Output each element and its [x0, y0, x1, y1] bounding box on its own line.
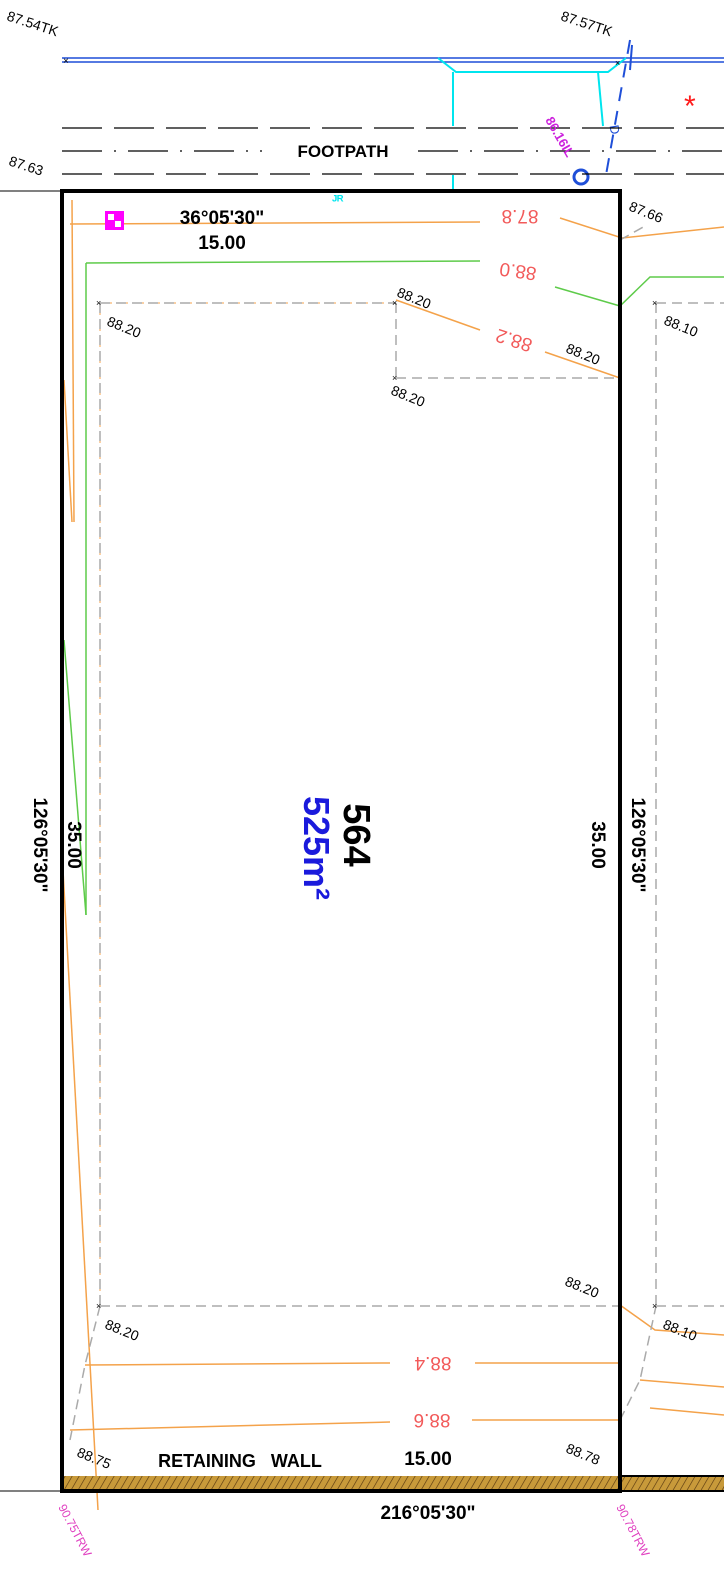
sewer-mark-label: D	[607, 124, 623, 136]
top-distance: 15.00	[198, 233, 246, 254]
spot-level-pad-top-left: 88.20	[105, 313, 144, 341]
driveway-crossover	[437, 57, 627, 190]
retaining-wall-label: RETAINING WALL	[158, 1451, 322, 1471]
spot-level-bottom-right-corner: 88.78	[564, 1440, 603, 1468]
svg-text:×: ×	[652, 298, 657, 308]
service-marker-icon: ᴶᴿ	[332, 192, 344, 208]
lot-area: 525m²	[296, 796, 337, 900]
svg-text:×: ×	[615, 58, 620, 68]
spot-level-pad-bottom-right: 88.20	[563, 1273, 602, 1301]
right-distance: 35.00	[587, 821, 608, 869]
contour-label-880: 88.0	[498, 258, 538, 284]
spot-level-tk-left: 87.54TK	[5, 8, 61, 40]
spot-level-pad-bottom-left: 88.20	[103, 1316, 142, 1344]
svg-text:×: ×	[392, 298, 397, 308]
svg-text:×: ×	[652, 1301, 657, 1311]
bottom-distance: 15.00	[404, 1449, 452, 1470]
spot-level-right-outside-top: 88.10	[662, 312, 701, 340]
spot-level-pad-right-top: 88.20	[564, 340, 603, 368]
manhole-icon	[572, 168, 590, 186]
asterisk-marker-icon: *	[684, 90, 696, 123]
building-pad-outline	[69, 225, 724, 1441]
svg-text:×: ×	[96, 1301, 101, 1311]
spot-level-pad-top-mid: 88.20	[395, 284, 434, 312]
contour-label-878: 87.8	[502, 205, 539, 226]
invert-level-label: 86.16IL	[542, 114, 577, 160]
left-bearing: 126°05'30"	[29, 797, 50, 892]
footpath-lines	[62, 127, 724, 175]
lot-number: 564	[335, 803, 377, 866]
pad-corner-marks: × × × × × × ×	[96, 58, 657, 1311]
spot-level-pad-inner-corner: 88.20	[389, 382, 428, 410]
top-bearing: 36°05'30"	[180, 208, 265, 229]
contour-label-882: 88.2	[493, 324, 535, 355]
contour-label-884: 88.4	[414, 1352, 451, 1373]
contour-label-886: 88.6	[414, 1409, 451, 1430]
pit-icon	[105, 211, 124, 230]
tk-left-cross: ×	[63, 56, 69, 67]
retaining-wall	[62, 1476, 724, 1491]
spot-level-top-left-corner: 87.63	[7, 153, 45, 179]
spot-level-trw-right: 90.78TRW	[613, 1502, 653, 1560]
spot-level-top-right-corner: 87.66	[627, 198, 666, 226]
lot-boundary	[60, 189, 622, 1493]
left-distance: 35.00	[63, 821, 84, 869]
footpath-label: FOOTPATH	[298, 142, 389, 161]
spot-level-right-outside-bottom: 88.10	[661, 1316, 700, 1344]
bottom-bearing: 216°05'30"	[380, 1503, 475, 1524]
svg-text:×: ×	[96, 298, 101, 308]
spot-level-tk-right: 87.57TK	[559, 8, 615, 40]
contour-lines-green	[63, 260, 724, 916]
road-edge-lines: ×	[62, 56, 724, 67]
right-bearing: 126°05'30"	[627, 797, 648, 892]
spot-level-trw-left: 90.75TRW	[55, 1502, 95, 1560]
svg-text:×: ×	[392, 373, 397, 383]
sewer-line: D	[572, 39, 633, 186]
